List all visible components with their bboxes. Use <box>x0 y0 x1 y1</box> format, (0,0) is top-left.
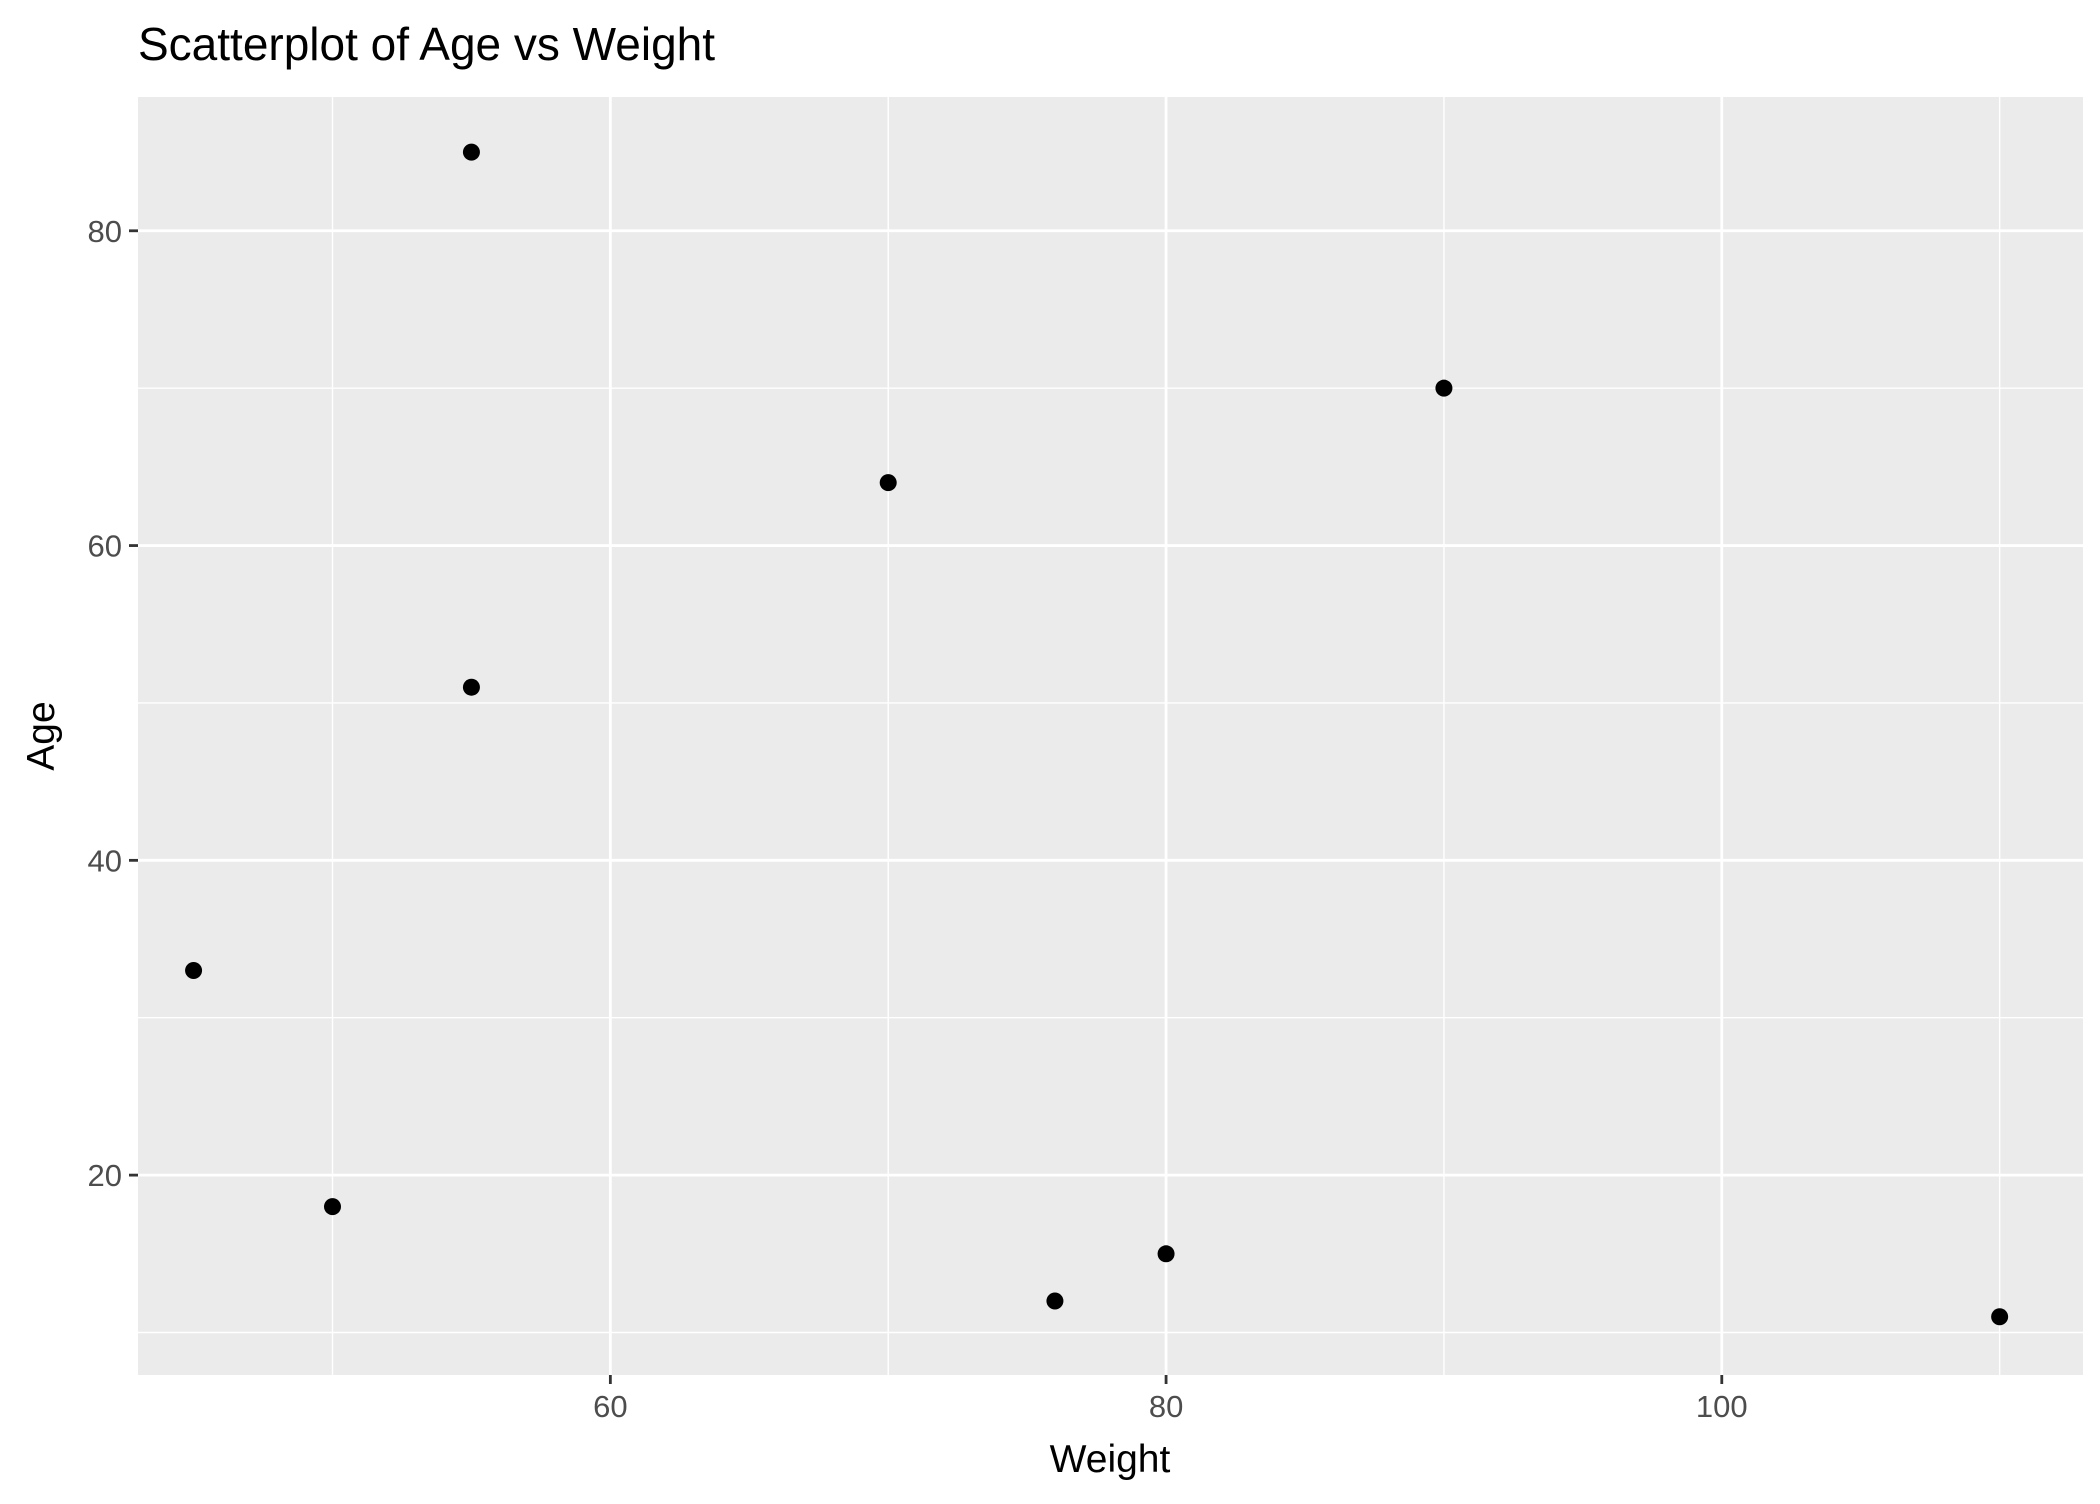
data-point <box>1157 1245 1175 1263</box>
y-axis-title: Age <box>20 701 63 770</box>
data-point <box>1046 1292 1064 1310</box>
y-tick-label: 60 <box>88 529 122 564</box>
major-gridlines <box>138 97 2083 1375</box>
x-tick-label: 100 <box>1696 1389 1748 1424</box>
data-points <box>185 143 2009 1326</box>
y-tick-label: 40 <box>88 843 122 878</box>
data-point <box>1991 1308 2009 1326</box>
x-axis: 60 80 100 <box>593 1375 1748 1424</box>
data-point <box>879 474 897 492</box>
chart-title: Scatterplot of Age vs Weight <box>138 18 715 70</box>
data-point <box>462 678 480 696</box>
y-tick-label: 20 <box>88 1158 122 1193</box>
plot-panel <box>138 97 2083 1375</box>
y-axis: 20 40 60 80 <box>88 214 138 1193</box>
x-tick-label: 60 <box>593 1389 627 1424</box>
data-point <box>1435 379 1453 397</box>
minor-gridlines <box>138 97 2083 1375</box>
x-tick-label: 80 <box>1149 1389 1183 1424</box>
data-point <box>462 143 480 161</box>
data-point <box>185 962 203 980</box>
y-tick-label: 80 <box>88 214 122 249</box>
x-axis-title: Weight <box>1050 1438 1171 1481</box>
data-point <box>324 1198 341 1216</box>
